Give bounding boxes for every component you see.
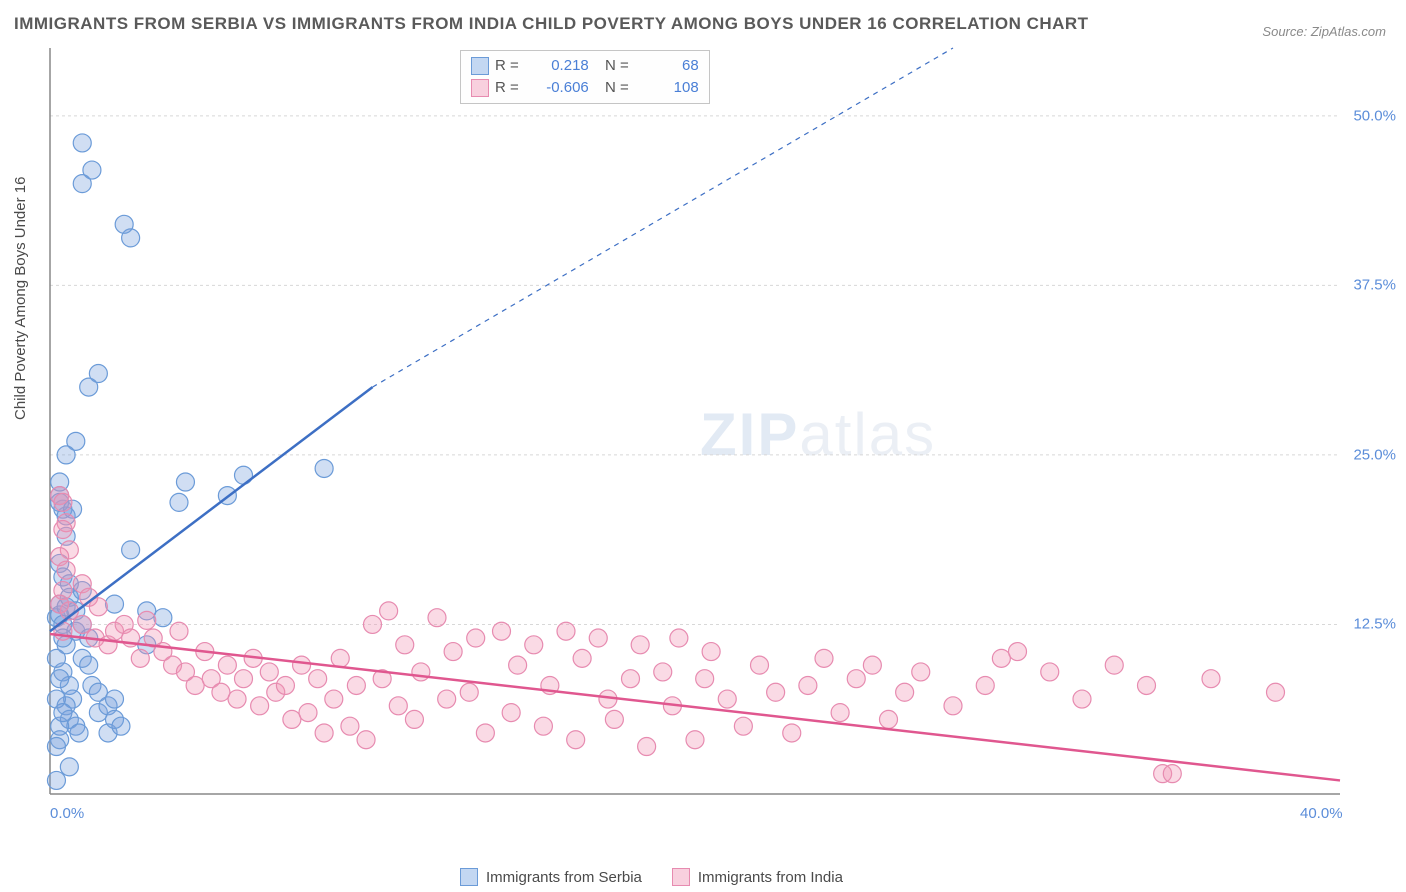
n-value-india: 108: [639, 77, 699, 99]
series-legend: Immigrants from Serbia Immigrants from I…: [460, 868, 843, 886]
r-value-india: -0.606: [529, 77, 589, 99]
x-tick-label: 0.0%: [50, 805, 84, 822]
r-label: R =: [495, 55, 519, 77]
y-tick-label: 25.0%: [1353, 446, 1396, 463]
n-label: N =: [605, 77, 629, 99]
swatch-serbia-icon: [460, 868, 478, 886]
n-label: N =: [605, 55, 629, 77]
legend-item-india: Immigrants from India: [672, 868, 843, 886]
swatch-india: [471, 79, 489, 97]
y-tick-label: 37.5%: [1353, 277, 1396, 294]
swatch-india-icon: [672, 868, 690, 886]
legend-item-serbia: Immigrants from Serbia: [460, 868, 642, 886]
legend-row-serbia: R = 0.218 N = 68: [471, 55, 699, 77]
y-tick-label: 12.5%: [1353, 616, 1396, 633]
n-value-serbia: 68: [639, 55, 699, 77]
correlation-legend: R = 0.218 N = 68 R = -0.606 N = 108: [460, 50, 710, 104]
x-tick-label: 40.0%: [1300, 805, 1343, 822]
scatter-plot: [0, 0, 1406, 892]
swatch-serbia: [471, 57, 489, 75]
legend-label-serbia: Immigrants from Serbia: [486, 869, 642, 886]
legend-label-india: Immigrants from India: [698, 869, 843, 886]
legend-row-india: R = -0.606 N = 108: [471, 77, 699, 99]
r-label: R =: [495, 77, 519, 99]
y-tick-label: 50.0%: [1353, 107, 1396, 124]
r-value-serbia: 0.218: [529, 55, 589, 77]
